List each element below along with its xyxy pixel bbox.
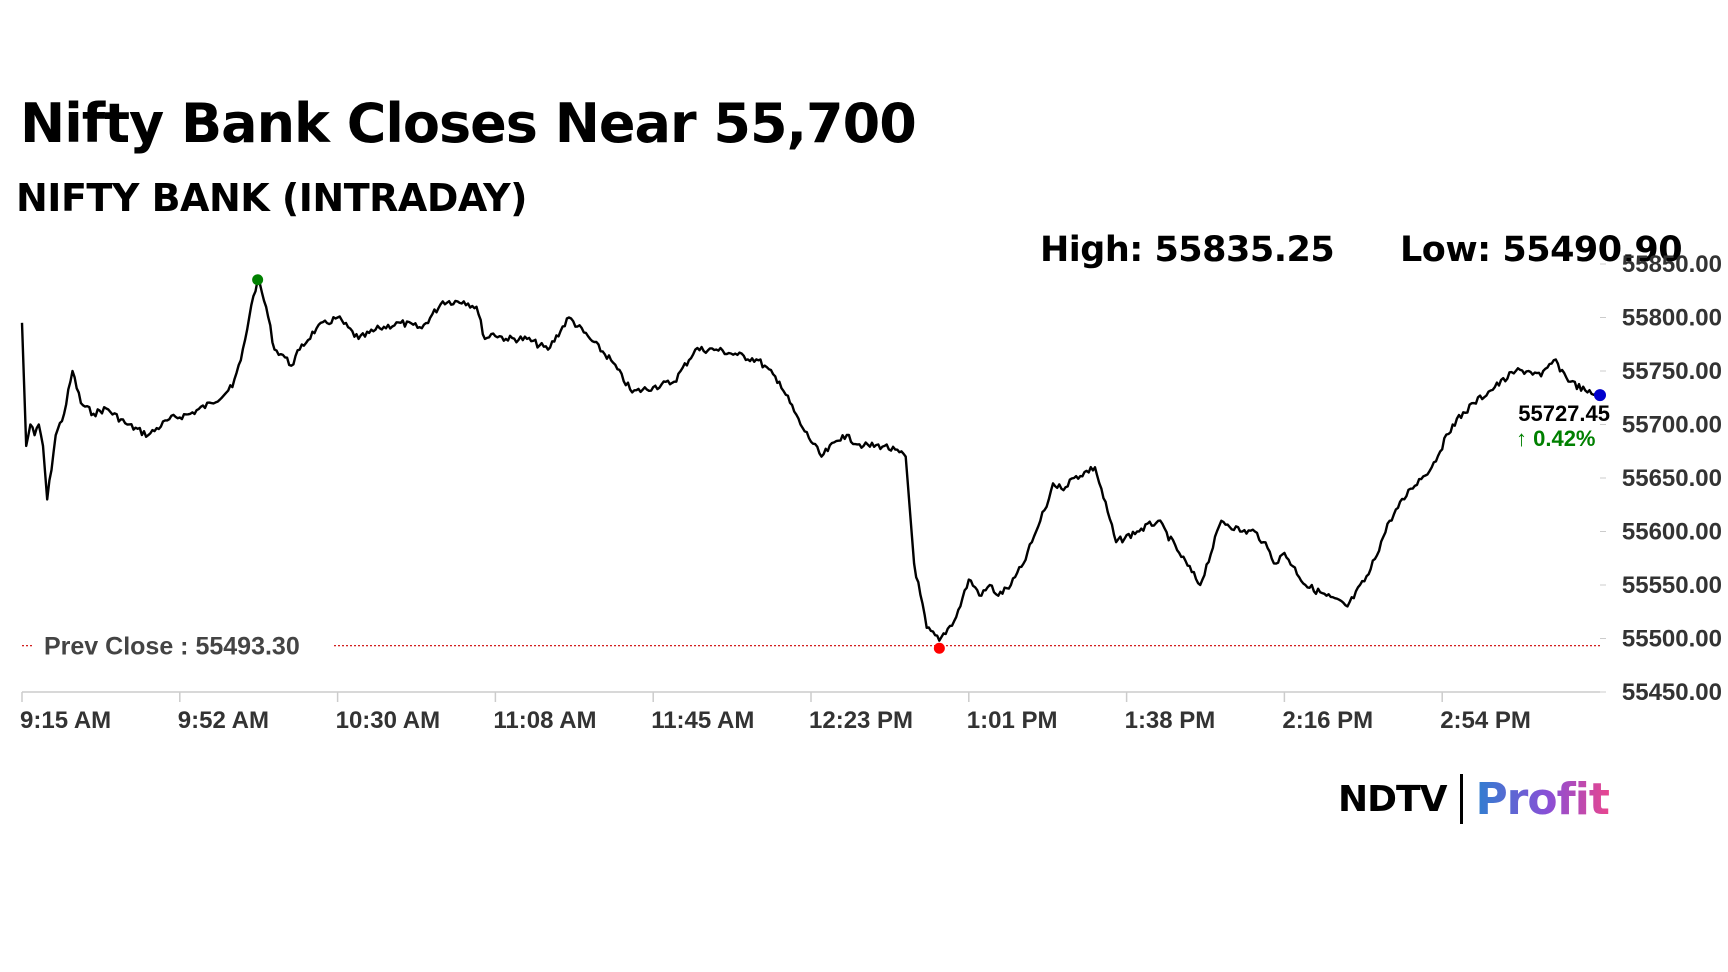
y-tick-label: 55650.00 [1622, 465, 1722, 492]
x-tick-label: 9:15 AM [20, 707, 111, 734]
y-tick-label: 55550.00 [1622, 572, 1722, 599]
x-tick-label: 10:30 AM [336, 707, 440, 734]
y-tick-label: 55500.00 [1622, 626, 1722, 653]
logo-divider [1460, 774, 1464, 824]
prev-close-label: Prev Close : 55493.30 [44, 633, 300, 661]
y-axis: 55450.00 55500.00 55550.00 55600.00 55650.00… [1600, 251, 1722, 706]
last-price-label: 55727.45 [1518, 401, 1610, 426]
y-tick-label: 55750.00 [1622, 358, 1722, 385]
ndtv-profit-logo: NDTV Profit [1338, 772, 1610, 826]
low-value: Low: 55490.90 [1400, 230, 1683, 270]
x-tick-label: 1:01 PM [967, 707, 1058, 734]
x-tick-label: 9:52 AM [178, 707, 269, 734]
y-tick-label: 55450.00 [1622, 679, 1722, 706]
high-marker [252, 274, 264, 286]
low-marker [933, 642, 945, 654]
high-value: High: 55835.25 [1040, 230, 1335, 270]
x-tick-label: 2:16 PM [1282, 707, 1373, 734]
x-tick-label: 11:08 AM [493, 707, 596, 734]
y-tick-label: 55600.00 [1622, 519, 1722, 546]
logo-profit-text: Profit [1475, 773, 1609, 825]
last-price-marker [1594, 389, 1606, 402]
y-tick-label: 55700.00 [1622, 412, 1722, 439]
headline: Nifty Bank Closes Near 55,700 [20, 92, 917, 155]
y-tick-label: 55800.00 [1622, 305, 1722, 332]
x-tick-label: 2:54 PM [1440, 707, 1531, 734]
price-line-series [20, 278, 1601, 642]
prev-close-label-bg [34, 629, 334, 662]
y-tick-label: 55850.00 [1622, 251, 1722, 278]
x-tick-label: 12:23 PM [809, 707, 913, 734]
x-axis: 9:15 AM 9:52 AM 10:30 AM 11:08 AM 11:45 AM 12… [20, 691, 1600, 734]
x-tick-label: 1:38 PM [1125, 707, 1216, 734]
change-percent-label: ↑ 0.42% [1516, 426, 1596, 451]
logo-ndtv-text: NDTV [1338, 778, 1447, 820]
chart-subtitle: NIFTY BANK (INTRADAY) [16, 176, 528, 220]
x-tick-label: 11:45 AM [651, 707, 754, 734]
